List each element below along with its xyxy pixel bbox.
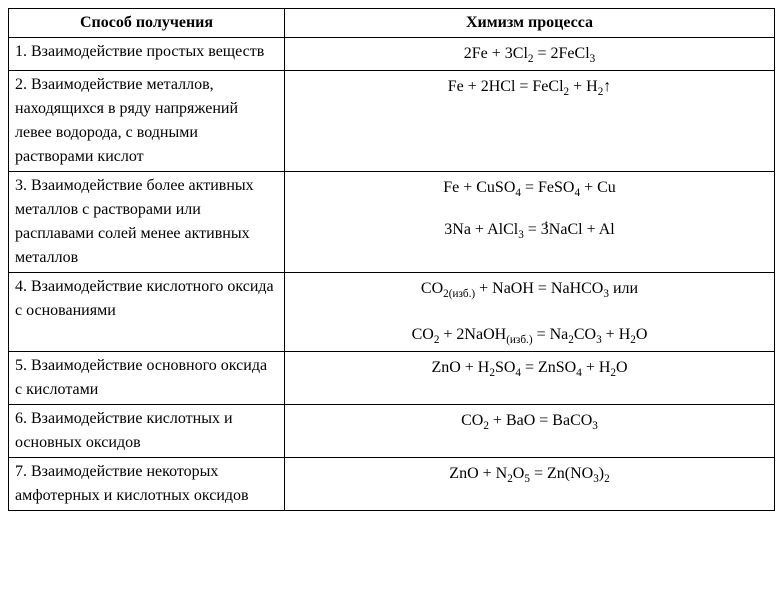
equation: 3Na + AlCl3 = 3NaCl + Al xyxy=(291,218,768,242)
cell-chem: ZnO + N2O5 = Zn(NO3)2 xyxy=(285,458,775,511)
cell-chem: CO2 + BaO = BaCO3 xyxy=(285,405,775,458)
cell-chem: Fe + CuSO4 = FeSO4 + Cut3Na + AlCl3 = 3N… xyxy=(285,172,775,273)
cell-chem: ZnO + H2SO4 = ZnSO4 + H2O xyxy=(285,352,775,405)
header-method: Способ получения xyxy=(9,9,285,38)
equation: Fe + CuSO4 = FeSO4 + Cu xyxy=(291,176,768,200)
table-row: 7. Взаимодействие некоторых амфотерных и… xyxy=(9,458,775,511)
equation: 2Fe + 3Cl2 = 2FeCl3 xyxy=(291,42,768,66)
equation: CO2 + BaO = BaCO3 xyxy=(291,409,768,433)
equation: Fe + 2HCl = FeCl2 + H2↑ xyxy=(291,75,768,99)
equation: CO2(изб.) + NaOH = NaHCO3 или xyxy=(291,277,768,301)
table-row: 1. Взаимодействие простых веществ2Fe + 3… xyxy=(9,38,775,71)
cell-method: 7. Взаимодействие некоторых амфотерных и… xyxy=(9,458,285,511)
cell-chem: 2Fe + 3Cl2 = 2FeCl3 xyxy=(285,38,775,71)
cell-chem: Fe + 2HCl = FeCl2 + H2↑ xyxy=(285,71,775,172)
header-chem: Химизм процесса xyxy=(285,9,775,38)
chemistry-table: Способ получения Химизм процесса 1. Взаи… xyxy=(8,8,775,511)
table-body: 1. Взаимодействие простых веществ2Fe + 3… xyxy=(9,38,775,511)
equation-gap xyxy=(291,303,768,321)
table-row: 3. Взаимодействие более активных металло… xyxy=(9,172,775,273)
cell-method: 6. Взаимодействие кислотных и основных о… xyxy=(9,405,285,458)
cell-method: 1. Взаимодействие простых веществ xyxy=(9,38,285,71)
equation: ZnO + N2O5 = Zn(NO3)2 xyxy=(291,462,768,486)
cell-method: 3. Взаимодействие более активных металло… xyxy=(9,172,285,273)
cell-method: 4. Взаимодействие кислотного оксида с ос… xyxy=(9,273,285,352)
table-row: 2. Взаимодействие металлов, находящихся … xyxy=(9,71,775,172)
table-row: 4. Взаимодействие кислотного оксида с ос… xyxy=(9,273,775,352)
table-row: 5. Взаимодействие основного оксида с кис… xyxy=(9,352,775,405)
header-row: Способ получения Химизм процесса xyxy=(9,9,775,38)
equation: ZnO + H2SO4 = ZnSO4 + H2O xyxy=(291,356,768,380)
table-row: 6. Взаимодействие кислотных и основных о… xyxy=(9,405,775,458)
cell-method: 5. Взаимодействие основного оксида с кис… xyxy=(9,352,285,405)
cell-chem: CO2(изб.) + NaOH = NaHCO3 или CO2 + 2NaOH… xyxy=(285,273,775,352)
cell-method: 2. Взаимодействие металлов, находящихся … xyxy=(9,71,285,172)
equation: CO2 + 2NaOH(изб.) = Na2CO3 + H2O xyxy=(291,323,768,347)
